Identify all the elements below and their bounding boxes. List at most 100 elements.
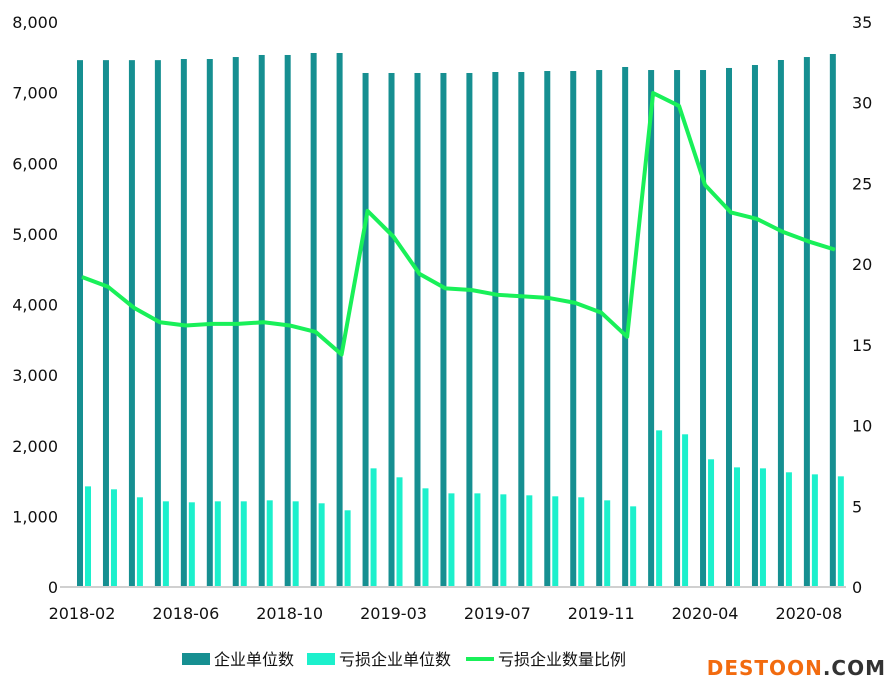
line-point-2019-04 [418,273,420,275]
legend-label: 亏损企业单位数 [339,650,451,669]
y-right-tick: 15 [852,336,872,355]
legend-swatch [307,653,335,665]
y-left-tick: 3,000 [12,366,58,385]
y-left-tick: 7,000 [12,84,58,103]
y-right-tick: 30 [852,94,872,113]
y-right-tick: 0 [852,578,862,597]
y-left-tick: 6,000 [12,154,58,173]
y-left-tick: 0 [48,578,58,597]
bar-total-2018-10 [284,54,291,588]
line-point-2019-05 [444,287,446,289]
line-point-2018-10 [289,324,291,326]
bar-total-2019-05 [440,72,447,587]
bar-total-2019-02 [362,72,369,587]
line-point-2020-05 [730,211,732,213]
y-left-tick: 4,000 [12,296,58,315]
bar-loss-2019-02 [370,468,377,587]
line-point-2019-11 [600,312,602,314]
line-point-2019-02 [367,210,369,212]
x-tick: 2018-02 [49,604,116,623]
bar-total-2020-06 [751,65,758,588]
bar-total-2018-06 [180,59,187,587]
bar-loss-2019-09 [552,496,559,587]
bar-total-2019-12 [622,66,629,587]
bar-loss-2019-05 [448,493,455,587]
bar-total-2019-03 [388,72,395,587]
bar-total-2018-11 [310,53,317,587]
x-tick: 2019-03 [360,604,427,623]
bar-total-2018-04 [128,60,135,587]
x-tick: 2020-04 [672,604,739,623]
bar-loss-2020-06 [759,468,766,587]
line-point-2020-03 [678,105,680,107]
line-point-2020-08 [808,241,810,243]
x-tick: 2019-11 [568,604,635,623]
legend-label: 企业单位数 [214,650,294,669]
legend-label: 亏损企业数量比例 [498,650,626,669]
bar-loss-2018-09 [266,500,273,587]
bar-loss-2018-10 [292,501,299,587]
line-point-2020-04 [704,184,706,186]
line-loss-ratio [81,91,836,357]
bar-total-2019-07 [492,72,499,587]
y-left-tick: 8,000 [12,13,58,32]
line-point-2020-07 [782,231,784,233]
line-point-2018-06 [185,324,187,326]
bar-loss-2018-06 [188,502,195,587]
legend-swatch [182,653,210,665]
bar-loss-2019-12 [630,506,637,587]
y-left-tick: 1,000 [12,507,58,526]
bar-total-2020-04 [700,70,707,587]
bar-loss-2018-02 [85,486,91,587]
line-point-2019-03 [393,236,395,238]
line-point-2018-11 [315,331,317,333]
bar-loss-2019-08 [526,495,533,587]
bar-loss-2020-03 [682,434,689,587]
bar-total-2018-03 [102,60,109,587]
bar-total-2020-08 [803,57,810,587]
y-right-tick: 35 [852,13,872,32]
line-point-2018-08 [237,323,239,325]
bar-total-2019-06 [466,72,473,587]
line-point-2019-07 [496,294,498,296]
bar-total-2020-07 [777,59,784,587]
bar-total-2019-09 [544,71,551,588]
line-point-2019-06 [470,289,472,291]
bar-total-2018-05 [154,60,161,587]
y-right-tick: 25 [852,174,872,193]
bar-loss-2019-06 [474,493,481,587]
line-point-2018-02 [81,276,83,278]
destoon-logo: DESTOON.COM [706,656,886,680]
bar-loss-2020-02 [656,430,663,587]
x-tick: 2019-07 [464,604,531,623]
bar-loss-2020-07 [785,472,792,587]
x-tick: 2020-08 [775,604,842,623]
y-left-tick: 5,000 [12,225,58,244]
bar-total-2019-04 [414,72,421,587]
line-point-2018-09 [263,321,265,323]
y-right-tick: 20 [852,255,872,274]
line-point-2018-03 [107,286,109,288]
y-right-tick: 10 [852,417,872,436]
bar-loss-2018-07 [214,501,221,587]
x-tick: 2018-10 [256,604,323,623]
bar-loss-2020-04 [708,459,715,587]
bar-loss-2020-08 [811,474,818,587]
line-point-2020-09 [834,249,836,251]
bar-loss-2018-03 [110,489,117,587]
bar-loss-2019-10 [578,497,585,587]
bar-total-2019-11 [596,70,603,587]
bar-total-2019-08 [518,72,525,587]
bar-total-2020-02 [648,70,655,587]
bar-total-2019-10 [570,71,577,588]
bar-loss-2020-09 [837,476,844,587]
bar-total-2018-12 [336,53,343,587]
line-point-2018-12 [341,354,343,356]
line-point-2019-09 [548,297,550,299]
line-point-2018-07 [211,323,213,325]
bar-loss-2018-04 [136,497,143,587]
bar-loss-2019-03 [396,477,403,587]
bar-loss-2018-08 [240,501,247,587]
